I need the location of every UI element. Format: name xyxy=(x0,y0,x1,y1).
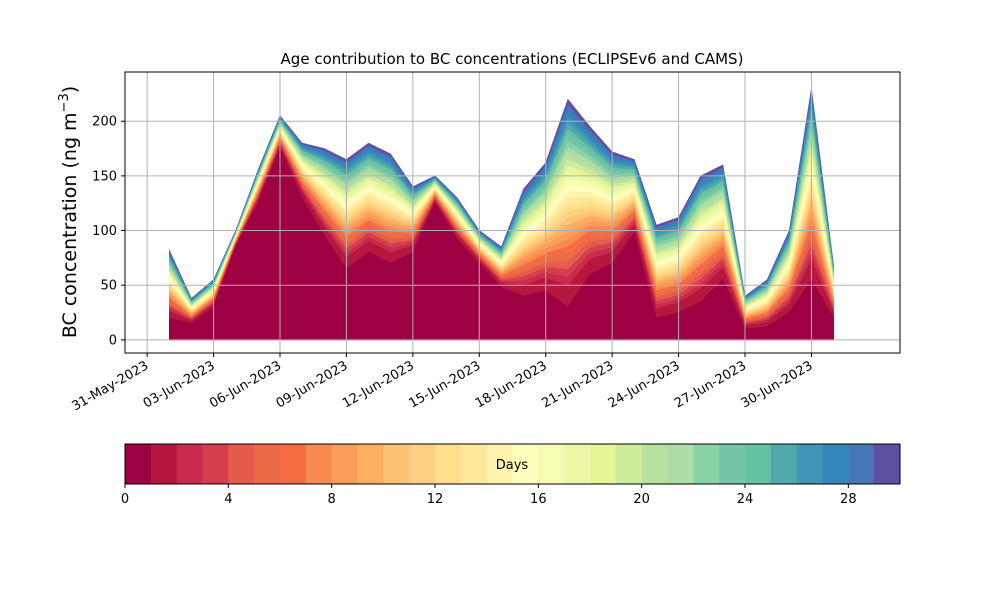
colorbar-segment-12 xyxy=(435,444,462,484)
colorbar-segment-11 xyxy=(409,444,436,484)
colorbar-segment-25 xyxy=(770,444,798,484)
y-tick-label: 0 xyxy=(109,333,117,348)
colorbar-segment-14 xyxy=(486,444,513,484)
x-tick-label: 15-Jun-2023 xyxy=(406,358,483,411)
colorbar-tick-label: 24 xyxy=(737,492,754,507)
y-axis-label-close: ) xyxy=(59,86,81,93)
colorbar-segment-16 xyxy=(538,444,565,484)
plot-frame xyxy=(124,71,901,354)
colorbar-label: Days xyxy=(496,458,529,473)
x-tick-label: 06-Jun-2023 xyxy=(207,358,284,411)
colorbar-tick-label: 12 xyxy=(427,492,444,507)
chart-title: Age contribution to BC concentrations (E… xyxy=(281,50,744,68)
colorbar-segment-18 xyxy=(590,444,617,484)
plot-area: 0 50 100 150 200 31-May-202303-Jun-202306-Ju… xyxy=(69,71,901,414)
colorbar-segment-27 xyxy=(822,444,849,484)
colorbar-segment-5 xyxy=(254,444,281,484)
x-tick-label: 30-Jun-2023 xyxy=(739,358,816,411)
colorbar-segment-28 xyxy=(848,444,875,484)
y-axis: 0 50 100 150 200 xyxy=(92,115,125,348)
y-tick-label: 200 xyxy=(92,115,117,130)
colorbar-segment-19 xyxy=(615,444,643,484)
colorbar-segment-15 xyxy=(512,444,539,484)
y-axis-label: BC concentration (ng m−3) xyxy=(57,86,81,338)
x-tick-label: 18-Jun-2023 xyxy=(473,358,550,411)
colorbar-segment-10 xyxy=(383,444,410,484)
grid-lines xyxy=(125,72,900,353)
x-tick-label: 09-Jun-2023 xyxy=(274,358,351,411)
colorbar-segment-17 xyxy=(564,444,591,484)
colorbar-segment-9 xyxy=(357,444,384,484)
colorbar-tick-label: 16 xyxy=(530,492,547,507)
colorbar-segment-22 xyxy=(693,444,720,484)
y-tick-label: 150 xyxy=(92,169,117,184)
x-tick-label: 24-Jun-2023 xyxy=(606,358,683,411)
x-tick-label: 27-Jun-2023 xyxy=(672,358,749,411)
colorbar-segment-26 xyxy=(796,444,823,484)
colorbar-frame xyxy=(124,443,901,485)
colorbar-segment-23 xyxy=(719,444,746,484)
colorbar-tick-label: 4 xyxy=(224,492,232,507)
colorbar-segment-2 xyxy=(176,444,203,484)
colorbar-segment-1 xyxy=(150,444,178,484)
colorbar: Days 0 4 8 12 16 20 24 28 xyxy=(121,443,901,507)
y-tick-label: 50 xyxy=(100,279,117,294)
colorbar-segment-29 xyxy=(874,444,901,484)
colorbar-segment-21 xyxy=(667,444,694,484)
colorbar-tick-label: 28 xyxy=(840,492,857,507)
x-tick-label: 21-Jun-2023 xyxy=(539,358,616,411)
x-tick-label: 12-Jun-2023 xyxy=(340,358,417,411)
stacked-area-layers xyxy=(169,88,834,341)
y-axis-label-superscript: −3 xyxy=(57,93,72,112)
colorbar-tick-label: 20 xyxy=(633,492,650,507)
colorbar-segment-24 xyxy=(745,444,772,484)
y-axis-label-main: BC concentration (ng m xyxy=(59,112,81,338)
colorbar-segment-4 xyxy=(228,444,255,484)
x-axis: 31-May-202303-Jun-202306-Jun-202309-Jun-… xyxy=(69,353,815,414)
colorbar-segment-0 xyxy=(125,444,152,484)
colorbar-segments xyxy=(125,444,901,484)
y-tick-label: 100 xyxy=(92,224,117,239)
colorbar-segment-13 xyxy=(460,444,488,484)
colorbar-segment-8 xyxy=(331,444,358,484)
colorbar-segment-6 xyxy=(280,444,307,484)
colorbar-tick-label: 0 xyxy=(121,492,129,507)
colorbar-tick-label: 8 xyxy=(328,492,336,507)
x-tick-label: 03-Jun-2023 xyxy=(141,358,218,411)
colorbar-segment-7 xyxy=(305,444,333,484)
x-tick-label: 31-May-2023 xyxy=(69,358,151,414)
colorbar-segment-3 xyxy=(202,444,229,484)
colorbar-segment-20 xyxy=(641,444,668,484)
colorbar-ticks: 0 4 8 12 16 20 24 28 xyxy=(121,484,857,507)
